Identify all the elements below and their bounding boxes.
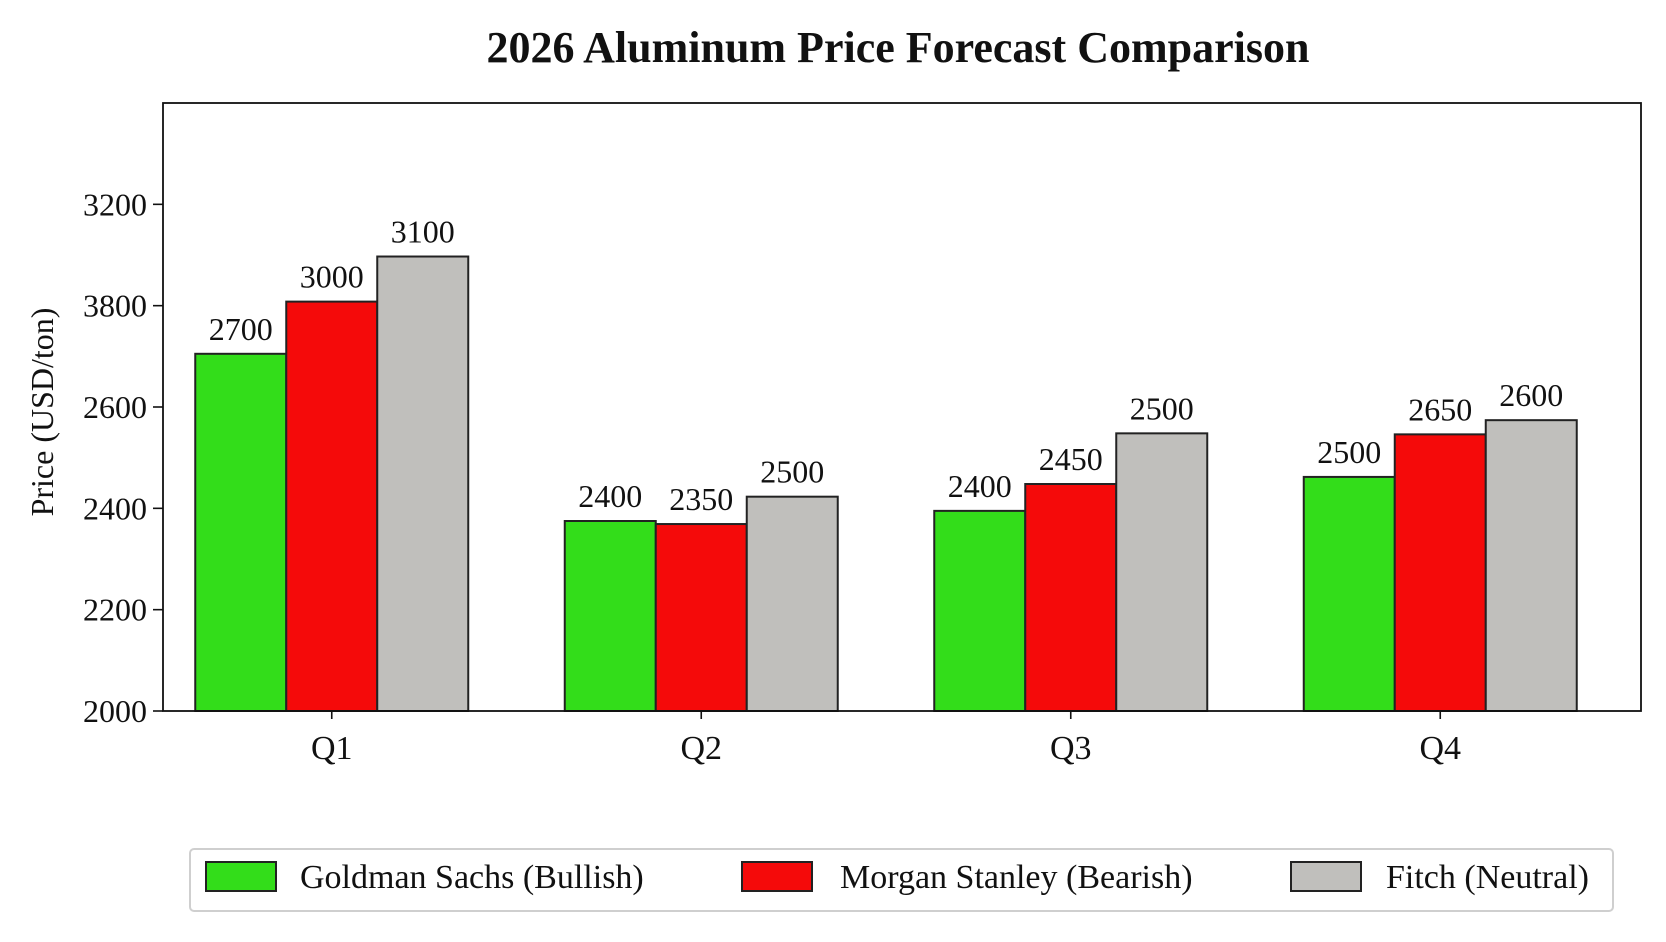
plot-area: 2000 2200 2400 2600 3800 3200 2700 3000 3100 Q1 24… <box>83 102 1642 767</box>
bar-q1-series-2 <box>376 255 470 712</box>
bar-value-label: 3000 <box>300 259 364 295</box>
legend-label: Fitch (Neutral) <box>1386 859 1589 896</box>
bar-q4-series-1 <box>1393 433 1487 712</box>
y-tick-label: 2200 <box>83 592 147 628</box>
bar-q4-series-0 <box>1302 475 1396 713</box>
bar-q4-series-2 <box>1484 419 1578 712</box>
bar-value-label: 2400 <box>948 468 1012 504</box>
y-axis-label: Price (USD/ton) <box>24 308 60 517</box>
x-tick-label: Q1 <box>311 730 353 767</box>
legend-swatch-series-0 <box>205 861 277 892</box>
bar-value-label: 2500 <box>1317 434 1381 470</box>
legend-label: Morgan Stanley (Bearish) <box>840 859 1193 896</box>
chart-title: 2026 Aluminum Price Forecast Comparison <box>487 23 1310 72</box>
bar-value-label: 2600 <box>1499 377 1563 413</box>
y-tick-label: 3800 <box>83 288 147 324</box>
bar-value-label: 3100 <box>391 214 455 250</box>
legend-box <box>189 848 1614 912</box>
x-tick-label: Q2 <box>680 730 722 767</box>
bar-value-label: 2500 <box>760 454 824 490</box>
plot-frame <box>162 102 1642 712</box>
legend-swatch-series-2 <box>1290 861 1362 892</box>
bar-value-label: 2500 <box>1130 390 1194 426</box>
bar-q2-series-0 <box>563 520 657 712</box>
y-tick-label: 2400 <box>83 490 147 526</box>
bar-value-label: 2700 <box>209 311 273 347</box>
legend-swatch-series-1 <box>741 861 813 892</box>
x-tick-label: Q4 <box>1419 730 1461 767</box>
bar-value-label: 2650 <box>1408 391 1472 427</box>
bar-q3-series-2 <box>1115 432 1209 712</box>
bar-q1-series-0 <box>194 352 288 712</box>
bar-value-label: 2450 <box>1039 441 1103 477</box>
bar-q3-series-1 <box>1024 483 1118 712</box>
y-tick-label: 2000 <box>83 693 147 729</box>
y-tick-label: 2600 <box>83 389 147 425</box>
legend-label: Goldman Sachs (Bullish) <box>300 859 644 896</box>
bar-q1-series-1 <box>285 300 379 712</box>
legend: Goldman Sachs (Bullish) Morgan Stanley (B… <box>189 848 1614 912</box>
bar-q2-series-1 <box>654 523 748 712</box>
bar-value-label: 2400 <box>578 478 642 514</box>
x-tick-label: Q3 <box>1050 730 1092 767</box>
bar-q2-series-2 <box>745 495 839 712</box>
bar-q3-series-0 <box>933 509 1027 712</box>
bar-value-label: 2350 <box>669 481 733 517</box>
y-tick-label: 3200 <box>83 186 147 222</box>
